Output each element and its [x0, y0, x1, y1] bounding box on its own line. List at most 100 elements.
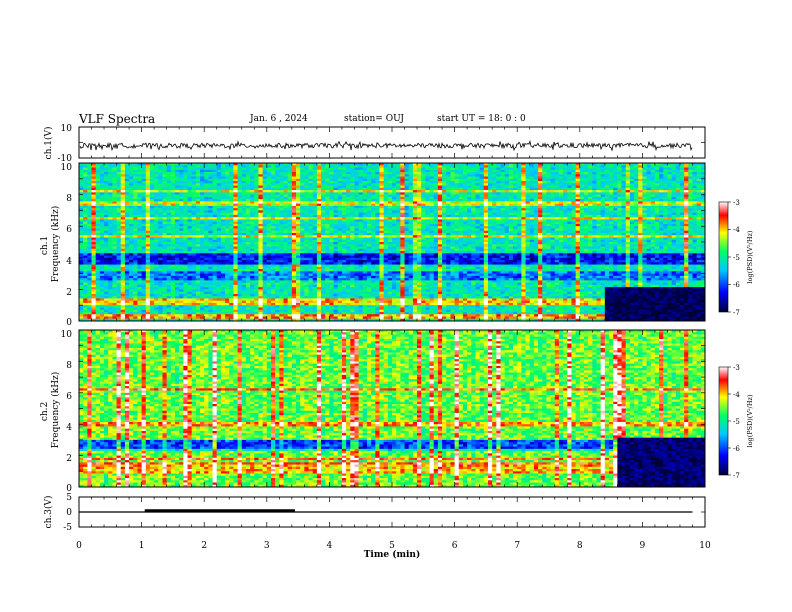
spectrogram-cell [667, 228, 673, 232]
spectrogram-cell [154, 178, 159, 182]
ch1-ytick-top: 10 [61, 124, 73, 134]
spectrogram-cell [287, 183, 293, 186]
spectrogram-cell [600, 163, 606, 166]
spectrogram-cell [625, 172, 631, 175]
spectrogram-cell [592, 176, 597, 180]
spectrogram-cell [400, 203, 405, 207]
spectrogram-cell [483, 212, 489, 216]
spectrogram-cell [546, 165, 551, 168]
spectrogram-cell [696, 217, 702, 220]
spectrogram-cell [83, 205, 88, 209]
spectrogram-cell [112, 210, 117, 214]
spectrogram-cell [270, 199, 276, 202]
spectrogram-cell [588, 163, 593, 166]
spectrogram-cell [350, 169, 355, 173]
spectrogram-cell [154, 228, 159, 232]
spectrogram-cell [629, 169, 635, 173]
spectrogram-cell [154, 230, 159, 234]
spectrogram-cell [646, 221, 652, 225]
spectrogram-cell [162, 165, 168, 168]
spectrogram-cell [291, 165, 297, 168]
spectrogram-cell [216, 163, 222, 166]
spectrogram-cell [133, 165, 138, 168]
spectrogram-cell [538, 183, 543, 186]
spectrogram-cell [604, 169, 610, 173]
spectrogram-cell [99, 232, 105, 236]
spectrogram-cell [95, 196, 101, 200]
spectrogram-cell [500, 163, 506, 166]
spectrogram-cell [487, 214, 493, 218]
spectrogram-cell [258, 235, 264, 238]
spectrogram-cell [613, 219, 618, 223]
spectrogram-cell [87, 167, 92, 171]
spectrogram-cell [492, 178, 497, 182]
spectrogram-cell [83, 221, 88, 225]
spectrogram-cell [225, 212, 230, 216]
spectrogram-cell [325, 217, 330, 220]
spectrogram-cell [471, 167, 476, 171]
spectrogram-cell [667, 174, 673, 177]
spectrogram-cell [83, 169, 88, 173]
spectrogram-cell [692, 217, 698, 220]
spectrogram-cell [504, 183, 510, 186]
spectrogram-cell [108, 210, 113, 214]
spectrogram-cell [684, 223, 689, 227]
spectrogram-cell [583, 232, 589, 236]
spectrogram-cell [283, 172, 289, 175]
spectrogram-cell [492, 201, 497, 205]
spectrogram-cell [250, 214, 255, 218]
spectrogram-cell [174, 165, 180, 168]
spectrogram-cell [275, 203, 280, 207]
spectrogram-cell [241, 169, 247, 173]
spectrogram-cell [362, 181, 368, 184]
spectrogram-cell [525, 214, 531, 218]
spectrogram-cell [546, 201, 551, 205]
spectrogram-cell [291, 163, 297, 166]
spectrogram-cell [575, 172, 581, 175]
spectrogram-cell [425, 174, 430, 177]
spectrogram-cell [99, 194, 105, 198]
spectrogram-cell [609, 230, 614, 234]
spectrogram-cell [575, 167, 581, 171]
spectrogram-cell [517, 185, 522, 189]
spectrogram-cell [446, 163, 451, 166]
spectrogram-cell [149, 174, 155, 177]
spectrogram-cell [425, 194, 430, 198]
spectrogram-cell [291, 226, 297, 229]
spectrogram-cell [592, 199, 597, 202]
spectrogram-cell [529, 212, 535, 216]
spectrogram-cell [446, 176, 451, 180]
spectrogram-cell [579, 174, 585, 177]
spectrogram-cell [475, 199, 481, 202]
spectrogram-cell [149, 185, 155, 189]
spectrogram-cell [521, 174, 526, 177]
spectrogram-cell [300, 232, 305, 236]
spectrogram-cell [592, 192, 597, 195]
spectrogram-cell [412, 176, 418, 180]
spectrogram-cell [304, 192, 309, 195]
spectrogram-cell [191, 230, 197, 234]
spectrogram-cell [646, 187, 652, 191]
spectrogram-cell [692, 187, 698, 191]
spectrogram-cell [479, 185, 485, 189]
spectrogram-cell [433, 167, 439, 171]
spectrogram-cell [634, 183, 639, 186]
spectrogram-cell [333, 192, 339, 195]
spectrogram-cell [366, 203, 372, 207]
spectrogram-cell [396, 214, 401, 218]
spectrogram-cell [183, 167, 188, 171]
spectrogram-cell [187, 232, 193, 236]
spectrogram-cell [600, 232, 606, 236]
spectrogram-cell [634, 226, 639, 229]
spectrogram-cell [525, 212, 531, 216]
spectrogram-cell [525, 199, 531, 202]
spectrogram-cell [325, 176, 330, 180]
spectrogram-cell [542, 232, 547, 236]
spectrogram-cell [191, 196, 197, 200]
spectrogram-cell [429, 183, 435, 186]
spectrogram-cell [387, 223, 393, 227]
spectrogram-cell [475, 163, 481, 166]
spectrogram-cell [554, 172, 560, 175]
spectrogram-cell [458, 176, 464, 180]
spectrogram-cell [191, 167, 197, 171]
